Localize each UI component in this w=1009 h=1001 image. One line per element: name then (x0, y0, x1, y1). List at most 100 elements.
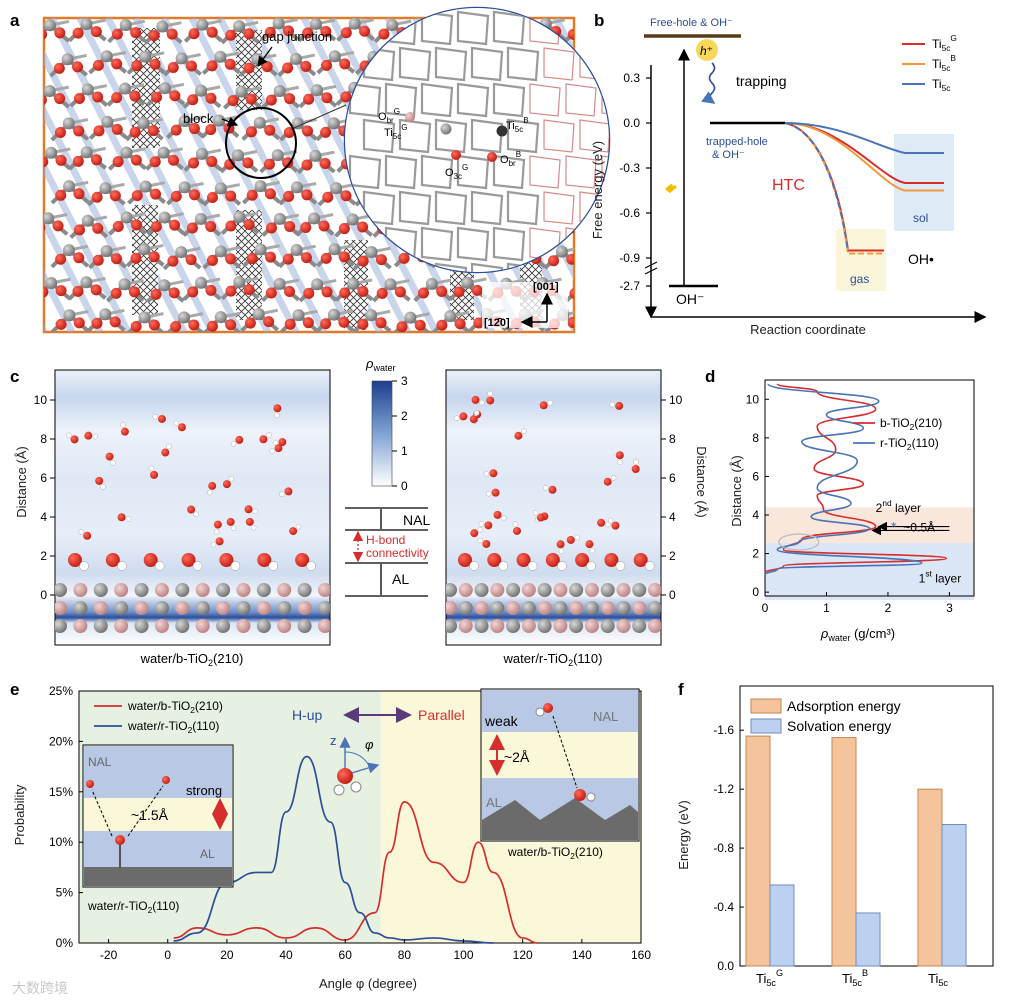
water-hydrogen (295, 523, 302, 530)
water-hydrogen (479, 399, 485, 406)
o-atom (319, 158, 331, 170)
magnet-cell (434, 118, 468, 154)
adsorbed-hydrogen (192, 561, 203, 571)
adsorbed-oxygen (143, 553, 158, 567)
ti-atom (254, 243, 267, 256)
surface-atom (216, 619, 231, 633)
o-atom (44, 156, 49, 168)
bond (603, 284, 620, 301)
o-atom (150, 221, 162, 233)
o-atom (112, 221, 124, 233)
ti-atom (555, 245, 568, 258)
e-legend-label-end: (210) (195, 699, 223, 713)
ti-atom (195, 84, 208, 97)
o-atom (166, 28, 178, 40)
water-hydrogen (478, 521, 485, 527)
lattice-band (640, 18, 800, 332)
o-atom (265, 94, 277, 106)
f-category-label-main: Ti (928, 971, 938, 986)
o-atom (321, 59, 333, 71)
water-oxygen (70, 435, 79, 444)
molecule-h2 (333, 784, 345, 796)
o-atom (130, 154, 142, 166)
o-atom (111, 92, 123, 104)
water-hydrogen (477, 526, 484, 533)
magnet-cell (492, 226, 526, 262)
water-hydrogen (250, 524, 257, 531)
inset-right-nal (482, 690, 638, 732)
o-atom (187, 286, 199, 298)
o3c-g-label: O3cG (445, 163, 468, 181)
surface-atom (73, 583, 88, 597)
ti-atom (594, 310, 606, 322)
o-atom (188, 123, 200, 135)
surface-atom (537, 583, 552, 597)
water-hydrogen (148, 465, 155, 472)
c-ytick-label: 8 (40, 432, 47, 446)
o-atom (205, 92, 217, 104)
o-atom (129, 90, 141, 102)
o-atom (284, 318, 296, 330)
colorbar (371, 380, 393, 487)
second-layer-band (765, 507, 974, 543)
f-category-label-sub: 5c (852, 978, 862, 988)
water-hydrogen (633, 459, 639, 465)
water-oxygen (244, 505, 253, 514)
inset-right-weak: weak (484, 713, 519, 729)
bond (622, 315, 639, 332)
water-hydrogen (542, 485, 549, 491)
water-oxygen (105, 452, 114, 461)
water-oxygen (469, 415, 478, 424)
surface-atom (616, 583, 631, 597)
o-atom (566, 253, 574, 265)
o-atom (300, 252, 312, 264)
o-atom (92, 91, 104, 103)
f-bar (831, 737, 857, 967)
magnet-cell (529, 83, 561, 117)
water-oxygen (491, 488, 500, 497)
lattice-band (44, 324, 48, 332)
ti-atom (309, 18, 322, 30)
inset-right-surface (482, 798, 638, 840)
d-series-0 (764, 383, 948, 574)
panel-b: b 0.3 0.0 -0.3 -0.6 -0.9 -2.7 Free energy (eV… (590, 11, 987, 337)
surface-atom (318, 601, 330, 615)
water-hydrogen (453, 415, 460, 421)
surface-atom (569, 601, 584, 615)
obr-g-label: ObrG (378, 107, 400, 125)
surface-atom (474, 619, 489, 633)
o-atom (302, 125, 314, 137)
b-legend-label-main: Ti (932, 57, 942, 71)
water-hydrogen (547, 399, 553, 406)
e-xtick-label: 100 (454, 948, 474, 962)
o-atom (111, 58, 123, 70)
ti-atom (44, 212, 55, 225)
o-atom (436, 285, 448, 297)
panel-c-letter: c (10, 367, 19, 386)
o-atom (54, 27, 66, 39)
adsorbed-hydrogen (469, 561, 479, 571)
adsorbed-hydrogen (615, 561, 626, 571)
magnet-cell (362, 118, 396, 154)
ti-atom (252, 308, 265, 321)
e-xtick-label: -20 (100, 948, 118, 962)
o-atom (282, 253, 294, 265)
water-hydrogen (166, 443, 172, 450)
d-legend-label-sub: 2 (907, 442, 912, 452)
o-atom (92, 222, 104, 234)
atom-obr-b (487, 152, 497, 162)
ti-atom (195, 147, 208, 160)
ti-atom (138, 311, 151, 324)
ti-atom (347, 277, 360, 290)
o-atom (606, 287, 617, 298)
water-hydrogen (66, 432, 72, 439)
inset-left-dist: ~1.5Å (131, 807, 169, 823)
f-category-label-main: Ti (756, 971, 766, 986)
surface-atom (648, 619, 661, 633)
c-ytick-label: 2 (40, 549, 47, 563)
o-atom (321, 92, 333, 104)
surface-atom (236, 601, 251, 615)
d-legend-label-sub: 2 (910, 422, 915, 432)
inset-right-top-o (543, 703, 553, 713)
